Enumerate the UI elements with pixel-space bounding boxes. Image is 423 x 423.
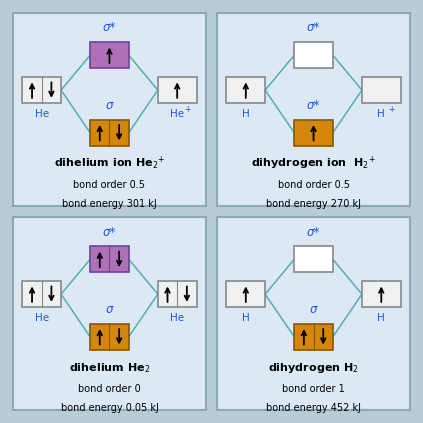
Bar [294,120,333,146]
Text: +: + [184,105,190,114]
Text: bond order 1: bond order 1 [282,384,345,394]
Bar [158,281,197,307]
Bar [22,281,61,307]
Text: bond energy 270 kJ: bond energy 270 kJ [266,199,361,209]
Bar [294,324,333,350]
Text: dihelium ion He$_{2}$$^{+}$: dihelium ion He$_{2}$$^{+}$ [54,155,165,172]
Text: σ*: σ* [103,22,116,34]
Text: σ: σ [106,303,113,316]
Text: dihelium He$_{2}$: dihelium He$_{2}$ [69,361,150,375]
Text: He: He [170,313,184,323]
Text: bond energy 452 kJ: bond energy 452 kJ [266,404,361,413]
Text: H: H [242,109,250,119]
Text: σ*: σ* [307,225,320,239]
Bar [90,42,129,69]
Text: bond order 0.5: bond order 0.5 [74,180,146,190]
Bar [362,281,401,307]
Bar [226,281,265,307]
Text: He: He [35,313,49,323]
Bar [226,77,265,103]
Text: He: He [170,109,184,119]
Text: +: + [388,105,394,114]
Bar [90,324,129,350]
Text: dihydrogen H$_{2}$: dihydrogen H$_{2}$ [268,361,359,375]
Text: σ*: σ* [307,22,320,34]
Text: σ: σ [310,303,317,316]
Bar [294,42,333,69]
Text: He: He [35,109,49,119]
Bar [294,246,333,272]
Text: H: H [377,313,385,323]
Bar [90,246,129,272]
Bar [90,120,129,146]
Text: bond order 0: bond order 0 [78,384,141,394]
Text: σ*: σ* [307,99,320,112]
Text: σ: σ [106,99,113,112]
Bar [158,77,197,103]
Bar [22,77,61,103]
Text: σ*: σ* [103,225,116,239]
Text: bond energy 0.05 kJ: bond energy 0.05 kJ [60,404,158,413]
Text: bond energy 301 kJ: bond energy 301 kJ [62,199,157,209]
Text: H: H [377,109,385,119]
Bar [362,77,401,103]
Text: H: H [242,313,250,323]
Text: bond order 0.5: bond order 0.5 [277,180,349,190]
Text: dihydrogen ion  H$_{2}$$^{+}$: dihydrogen ion H$_{2}$$^{+}$ [251,155,376,172]
